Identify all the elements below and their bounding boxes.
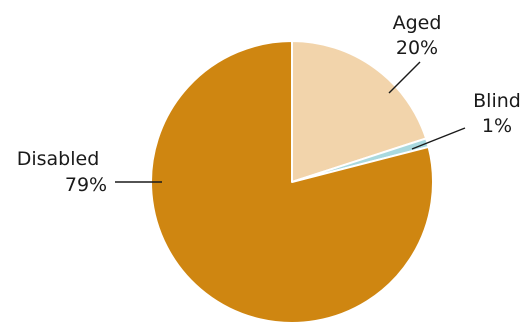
slice-label-aged: Aged (393, 12, 442, 34)
slice-label-blind: Blind (473, 90, 521, 112)
slice-value-label-disabled: 79% (65, 174, 107, 196)
labels-layer: Aged 20% Blind 1% Disabled 79% (17, 12, 521, 196)
pie-slice-disabled (150, 40, 434, 324)
leader-lines-layer (115, 61, 466, 183)
slice-label-disabled: Disabled (17, 148, 100, 170)
slice-value-label-aged: 20% (396, 37, 438, 59)
pie-slice-aged (291, 40, 428, 183)
slices-layer (150, 40, 434, 324)
leader-line-blind (411, 127, 466, 150)
slice-value-label-blind: 1% (482, 115, 512, 137)
leader-line-aged (388, 61, 421, 94)
